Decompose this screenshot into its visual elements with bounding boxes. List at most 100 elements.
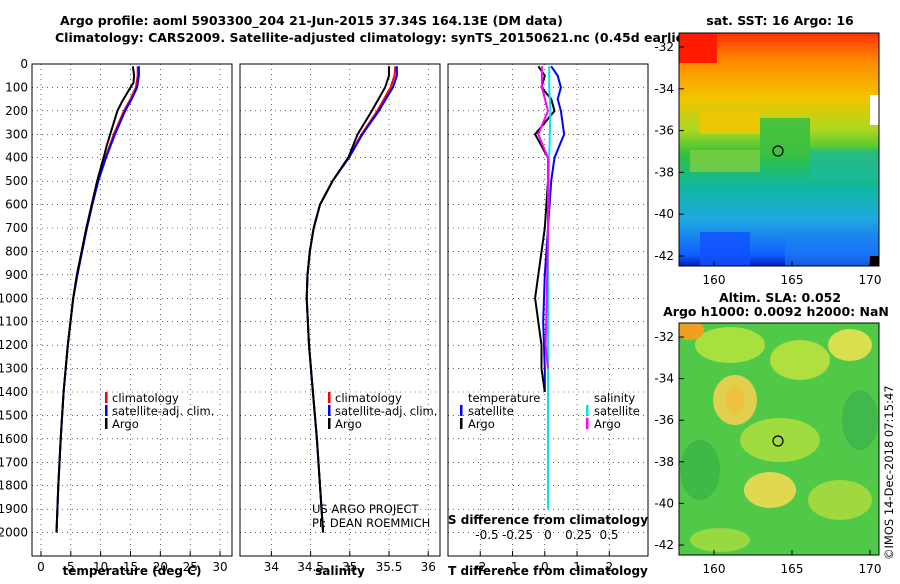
sst-map-image [679,33,879,266]
map-lat-tick-label: -38 [654,165,674,179]
sst-argo-location-marker [772,145,784,157]
map-lat-tick-label: -36 [654,413,674,427]
difference-t-xlabel: T difference from climatology [448,564,648,578]
series-line-satellite-adj-clim- [305,66,398,533]
depth-tick-label: 300 [5,127,28,141]
temperature-axes [31,63,233,557]
x-tick-label: 2 [605,560,613,574]
legend-swatch-satellite [328,405,331,416]
sla-map-frame [678,322,880,556]
depth-tick-label: 1600 [0,432,28,446]
x-tick-label: 35 [342,560,357,574]
map-lon-tick-label: 170 [859,273,882,287]
series-line-satellite-adj-clim- [55,66,140,533]
depth-tick-label: 100 [5,80,28,94]
legend-label-climatology: climatology [112,391,179,405]
legend-swatch-t-satellite [460,405,463,416]
legend-label-satellite: satellite-adj. clim. [112,404,214,418]
depth-tick-label: 200 [5,104,28,118]
series-line-s-satellite [547,66,552,510]
depth-tick-label: 1700 [0,455,28,469]
legend-label-satellite: satellite-adj. clim. [335,404,437,418]
salinity-axes [239,63,441,557]
map-lon-tick-label: 170 [859,562,882,576]
depth-tick-label: 1900 [0,502,28,516]
sla-map-title: Altim. SLA: 0.052 [719,290,841,305]
title-line-1: Argo profile: aoml 5903300_204 21-Jun-20… [60,13,563,29]
series-line-t-satellite [542,65,566,392]
legend-swatch-argo [105,418,108,429]
depth-tick-label: 1400 [0,385,28,399]
depth-tick-label: 700 [5,221,28,235]
depth-tick-label: 800 [5,244,28,258]
series-line-argo [55,66,136,533]
x-tick-label: 5 [67,560,75,574]
map-lon-tick-label: 165 [781,273,804,287]
x-tick-label: 34 [264,560,279,574]
s-diff-tick-label: 0.5 [599,528,618,542]
difference-s-xlabel: S difference from climatology [448,513,648,527]
imos-credit: ©IMOS 14-Dec-2018 07:15:47 [882,385,896,560]
title-line-2: Climatology: CARS2009. Satellite-adjuste… [55,30,696,46]
legend-label-s-satellite: satellite [594,404,640,418]
series-line-climatology [305,66,397,533]
x-tick-label: 10 [93,560,108,574]
depth-tick-label: 400 [5,151,28,165]
depth-tick-label: 600 [5,198,28,212]
legend-swatch-satellite [105,405,108,416]
series-line-s-argo [537,66,550,369]
map-lon-tick-label: 160 [703,273,726,287]
map-lat-tick-label: -42 [654,538,674,552]
legend-title-salinity: salinity [594,391,635,405]
legend-label-argo: Argo [335,417,362,431]
map-lat-tick-label: -40 [654,207,674,221]
legend-swatch-argo [328,418,331,429]
map-lat-tick-label: -32 [654,40,674,54]
x-tick-label: 34.5 [297,560,324,574]
series-line-climatology [55,66,139,533]
difference-legend: temperature satellite Argo salinity sate… [460,391,640,431]
x-tick-label: 0 [541,560,549,574]
depth-tick-label: 1500 [0,408,28,422]
s-diff-tick-label: -0.5 [475,528,498,542]
map-lat-tick-label: -38 [654,455,674,469]
sla-map-subtitle: Argo h1000: 0.0092 h2000: NaN [663,304,889,319]
x-tick-label: 20 [153,560,168,574]
pi-annotation: PI: DEAN ROEMMICH [312,516,430,530]
map-lat-tick-label: -34 [654,372,674,386]
depth-tick-label: 1800 [0,479,28,493]
legend-label-t-satellite: satellite [468,404,514,418]
salinity-legend: climatology satellite-adj. clim. Argo [328,391,437,431]
s-diff-tick-label: -0.25 [502,528,533,542]
sst-map-title: sat. SST: 16 Argo: 16 [706,13,854,28]
depth-tick-label: 500 [5,174,28,188]
x-tick-label: 0 [37,560,45,574]
legend-label-s-argo: Argo [594,417,621,431]
depth-tick-label: 2000 [0,526,28,540]
map-lat-tick-label: -40 [654,496,674,510]
legend-label-t-argo: Argo [468,417,495,431]
s-diff-tick-label: 0.25 [565,528,592,542]
depth-tick-label: 1300 [0,362,28,376]
x-tick-label: 35.5 [376,560,403,574]
depth-tick-label: 1000 [0,291,28,305]
x-tick-label: 15 [123,560,138,574]
legend-swatch-climatology [328,392,331,403]
depth-tick-label: 900 [5,268,28,282]
x-tick-label: 30 [212,560,227,574]
map-lon-tick-label: 165 [781,562,804,576]
depth-tick-label: 1200 [0,338,28,352]
map-lat-tick-label: -34 [654,82,674,96]
sla-map-image [679,323,879,555]
legend-label-argo: Argo [112,417,139,431]
sla-argo-location-marker [772,435,784,447]
legend-swatch-t-argo [460,418,463,429]
series-line-argo [305,66,390,533]
map-lat-tick-label: -32 [654,330,674,344]
x-tick-label: -2 [474,560,486,574]
legend-swatch-s-argo [586,418,589,429]
depth-tick-label: 1100 [0,315,28,329]
temperature-legend: climatology satellite-adj. clim. Argo [105,391,214,431]
sst-map-frame [678,32,880,267]
